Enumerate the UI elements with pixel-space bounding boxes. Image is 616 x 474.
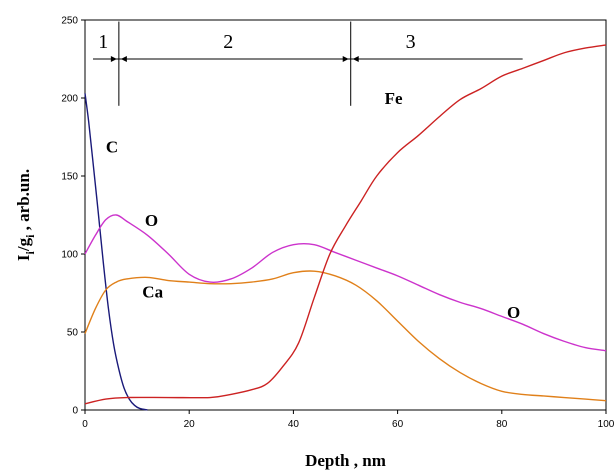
plot-frame [84, 19, 607, 411]
y-tick-label: 250 [61, 16, 78, 27]
x-tick-label: 80 [496, 419, 508, 430]
region-arrowhead [352, 56, 359, 62]
x-tick-label: 20 [184, 419, 196, 430]
y-tick-label: 200 [61, 94, 78, 105]
series-line-o [84, 214, 607, 352]
y-axis-ticks: 0 50 100 150 200 250 [61, 16, 85, 417]
x-tick-label: 40 [288, 419, 300, 430]
y-tick-label: 100 [61, 250, 78, 261]
y-tick-label: 0 [72, 406, 78, 417]
y-axis-label-part: i [23, 234, 37, 238]
series-line-ca [84, 270, 607, 402]
y-tick-label: 50 [67, 328, 79, 339]
series-label-o: O [507, 303, 520, 322]
series-label-ca: Ca [142, 283, 163, 302]
series-line-c [84, 93, 148, 411]
series-label-o: O [145, 211, 158, 230]
series-labels: C O Ca O Fe [106, 89, 520, 322]
region-arrowhead [342, 56, 349, 62]
series-lines [84, 44, 607, 411]
x-tick-label: 60 [392, 419, 404, 430]
x-axis-ticks: 0 20 40 60 80 100 [82, 410, 615, 430]
region-label-2: 2 [223, 31, 233, 53]
y-axis-label: Ii/gi , arb.un. [14, 169, 37, 261]
depth-region-markers: 1 2 3 [93, 21, 523, 106]
x-tick-label: 100 [598, 419, 615, 430]
region-label-3: 3 [406, 31, 416, 53]
x-tick-label: 0 [82, 419, 88, 430]
y-axis-title-text: Ii/gi , arb.un. [14, 169, 37, 261]
series-line-fe [84, 44, 607, 405]
region-label-1: 1 [98, 31, 108, 53]
region-arrowhead [120, 56, 127, 62]
plot-area-border [84, 19, 607, 411]
series-label-c: C [106, 138, 118, 157]
y-axis-label-part: , arb.un. [14, 169, 33, 235]
y-axis-label-part: I [14, 254, 33, 261]
y-tick-label: 150 [61, 172, 78, 183]
series-label-fe: Fe [385, 89, 403, 108]
y-axis-label-part: i [23, 250, 37, 254]
region-arrowhead [110, 56, 117, 62]
y-axis-label-part: /g [14, 237, 33, 252]
x-axis-label: Depth , nm [305, 451, 386, 470]
